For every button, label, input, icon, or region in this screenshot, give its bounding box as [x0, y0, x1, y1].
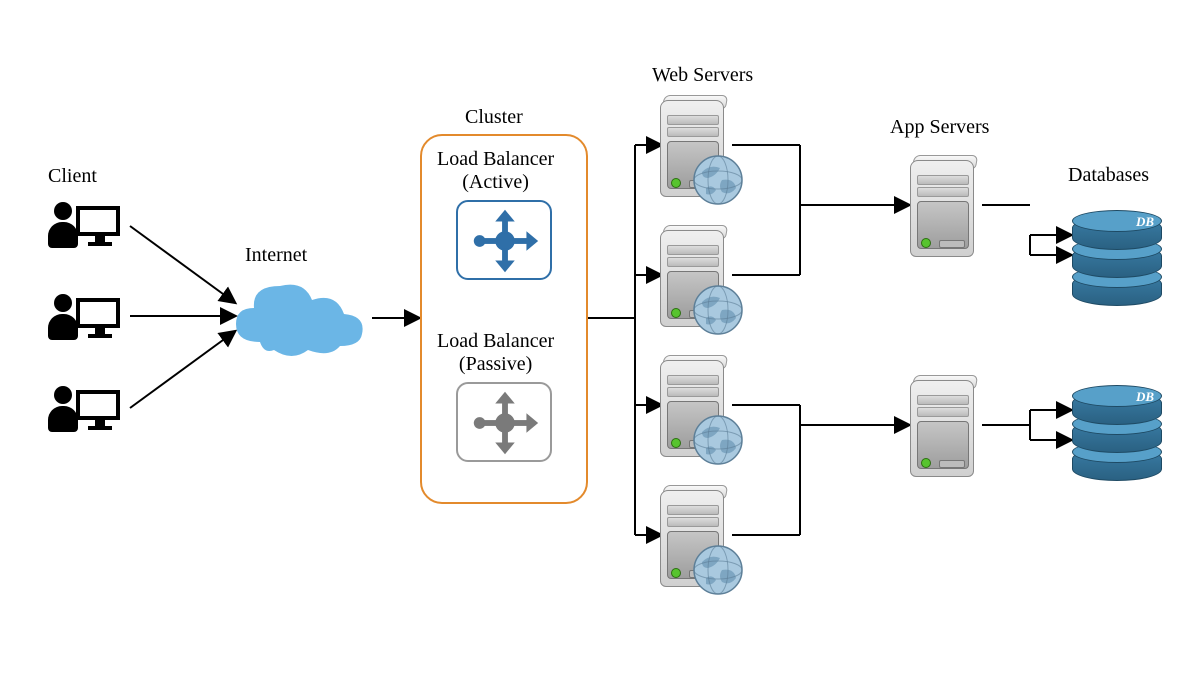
web-server-icon: [660, 355, 730, 460]
web-server-icon: [660, 225, 730, 330]
label-web-servers: Web Servers: [652, 64, 753, 87]
label-internet: Internet: [245, 244, 307, 267]
app-server-icon: [910, 375, 980, 480]
internet-cloud-icon: [230, 272, 370, 362]
globe-icon: [692, 414, 744, 466]
web-server-icon: [660, 95, 730, 200]
architecture-diagram: Client Internet Cluster Load Balancer (A…: [0, 0, 1200, 675]
web-server-icon: [660, 485, 730, 590]
client-icon: [48, 196, 128, 254]
database-icon: DB: [1072, 210, 1162, 315]
client-icon: [48, 380, 128, 438]
connections-layer: [0, 0, 1200, 675]
globe-icon: [692, 154, 744, 206]
app-server-icon: [910, 155, 980, 260]
label-databases: Databases: [1068, 164, 1149, 187]
load-balancer-active-icon: [456, 200, 552, 280]
label-app-servers: App Servers: [890, 116, 989, 139]
client-icon: [48, 288, 128, 346]
globe-icon: [692, 544, 744, 596]
globe-icon: [692, 284, 744, 336]
label-cluster: Cluster: [465, 106, 523, 129]
database-icon: DB: [1072, 385, 1162, 490]
load-balancer-passive-icon: [456, 382, 552, 462]
label-client: Client: [48, 165, 97, 188]
